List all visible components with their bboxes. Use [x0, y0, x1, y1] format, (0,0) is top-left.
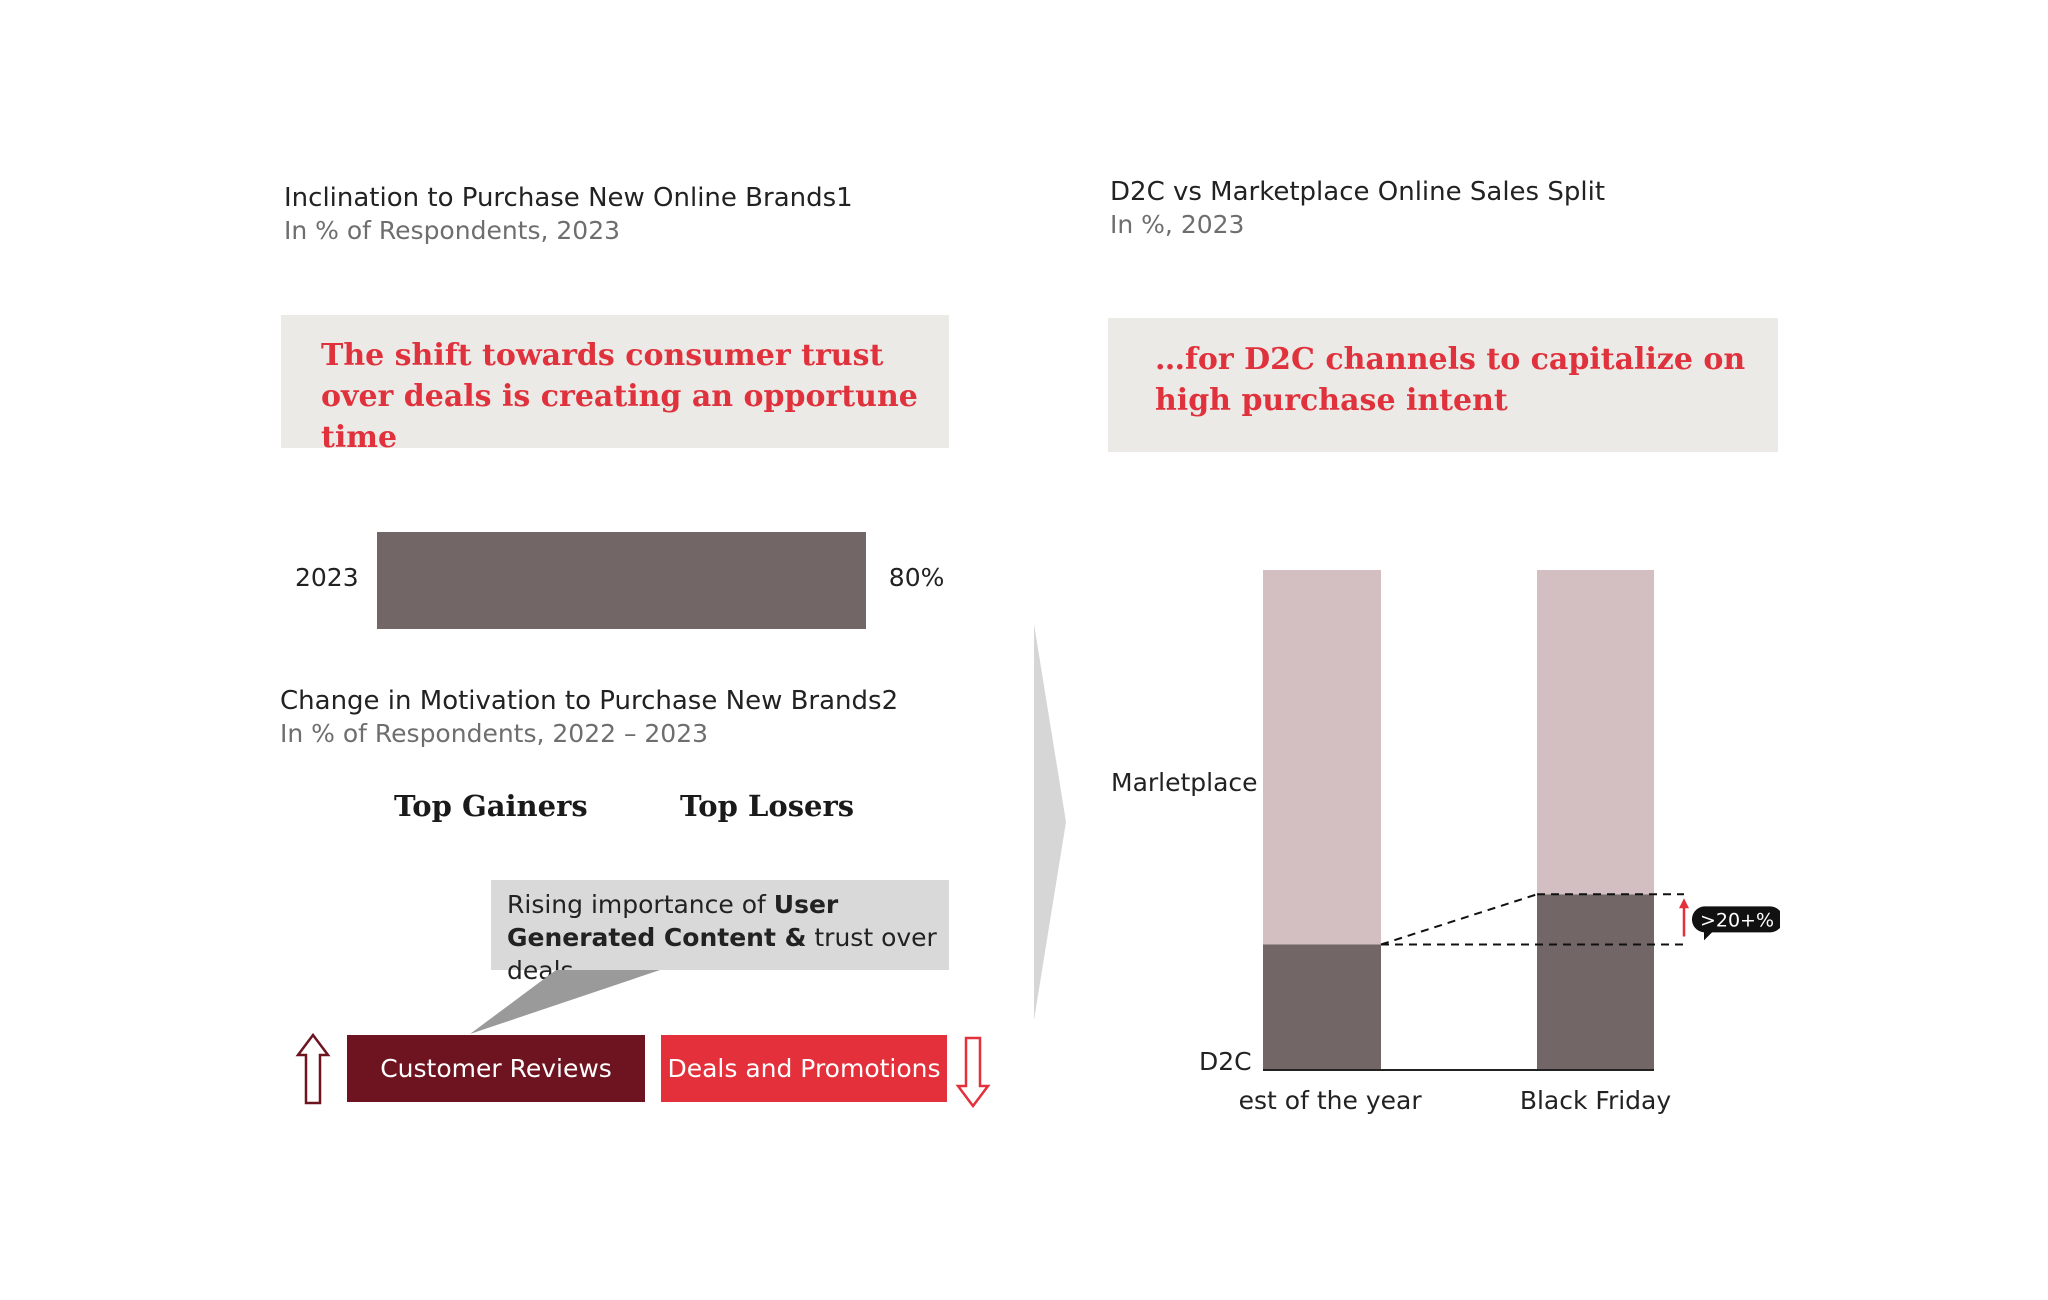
- chart3-subtitle: In %, 2023: [1110, 210, 1245, 239]
- chart3-title: D2C vs Marketplace Online Sales Split: [1110, 177, 1606, 207]
- chart1-subtitle: In % of Respondents, 2023: [284, 216, 621, 245]
- x-tick-label-black-friday: Black Friday: [1520, 1086, 1672, 1115]
- bar-marketplace-rest-of-year: [1263, 570, 1381, 945]
- bar-d2c-black-friday: [1537, 894, 1654, 1070]
- bar-marketplace-black-friday: [1537, 570, 1654, 895]
- customer-reviews-label: Customer Reviews: [380, 1054, 612, 1083]
- marketplace-label: Marletplace: [1111, 768, 1258, 797]
- arrow-up-outline-icon: [295, 1033, 331, 1105]
- arrow-up-icon: [1679, 898, 1689, 909]
- arrow-down-outline-icon: [955, 1036, 991, 1108]
- bar-d2c-rest-of-year: [1263, 944, 1381, 1070]
- customer-reviews-tag: Customer Reviews: [347, 1035, 645, 1102]
- change-badge: [1692, 906, 1780, 941]
- chart3-callout: …for D2C channels to capitalize on high …: [1108, 318, 1778, 452]
- tooltip-text-part1: Rising importance of: [507, 890, 774, 919]
- bar-category-label: 2023: [295, 563, 359, 592]
- chart2-title: Change in Motivation to Purchase New Bra…: [280, 686, 899, 716]
- stacked-bar-chart: Rest of the year Black Friday >20+%: [1240, 570, 1780, 1115]
- chart2-subtitle: In % of Respondents, 2022 – 2023: [280, 719, 709, 748]
- chart1-callout-text: The shift towards consumer trust over de…: [321, 338, 918, 455]
- d2c-growth-connector: [1380, 893, 1538, 946]
- change-badge-label: >20+%: [1700, 909, 1774, 931]
- insight-tooltip: Rising importance of User Generated Cont…: [491, 880, 949, 985]
- d2c-label: D2C: [1199, 1047, 1252, 1076]
- chart1-title: Inclination to Purchase New Online Brand…: [284, 183, 853, 213]
- tooltip-pointer: [470, 970, 660, 1034]
- chevron-right-icon: [1034, 624, 1066, 1020]
- bar-value-label: 80%: [888, 563, 945, 592]
- deals-promotions-label: Deals and Promotions: [667, 1054, 941, 1083]
- chart1-callout: The shift towards consumer trust over de…: [281, 315, 949, 455]
- deals-promotions-tag: Deals and Promotions: [661, 1035, 947, 1102]
- x-tick-label-rest-of-year: Rest of the year: [1240, 1086, 1422, 1115]
- inclination-bar: [377, 532, 866, 629]
- tooltip-text-bold: User Generated Content &: [507, 890, 839, 952]
- inclination-bar-chart: 2023 80%: [278, 525, 958, 629]
- chart3-callout-text: …for D2C channels to capitalize on high …: [1155, 342, 1746, 418]
- top-losers-heading: Top Losers: [680, 789, 855, 823]
- top-gainers-heading: Top Gainers: [394, 789, 588, 823]
